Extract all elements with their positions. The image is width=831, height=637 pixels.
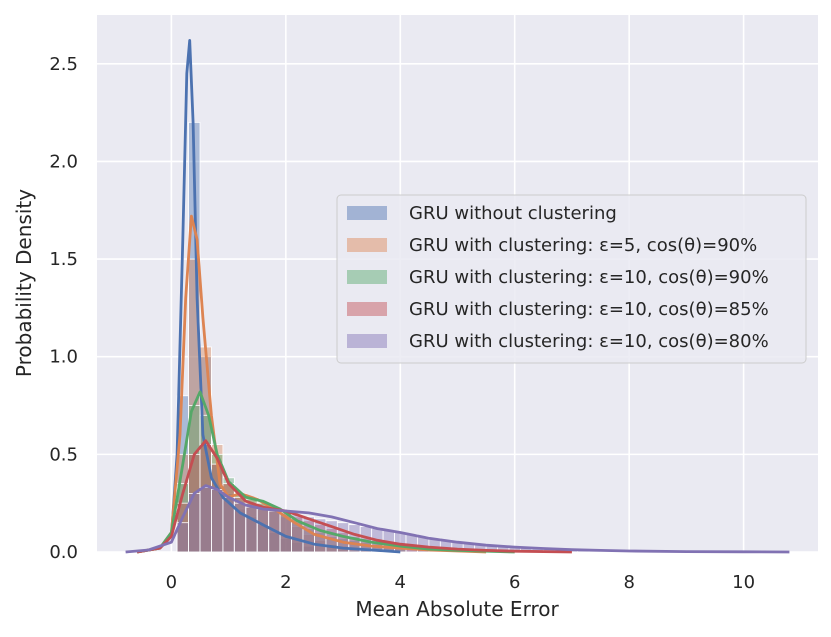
x-tick-labels: 0 2 4 6 8 10 bbox=[166, 572, 755, 593]
legend-swatch bbox=[347, 334, 387, 348]
legend-label: GRU with clustering: ε=5, cos(θ)=90% bbox=[409, 235, 757, 256]
legend-swatch bbox=[347, 238, 387, 252]
y-tick-label: 2.5 bbox=[49, 54, 78, 75]
x-tick-label: 2 bbox=[280, 572, 291, 593]
legend-label: GRU without clustering bbox=[409, 203, 617, 224]
legend-label: GRU with clustering: ε=10, cos(θ)=85% bbox=[409, 299, 769, 320]
x-tick-label: 10 bbox=[732, 572, 755, 593]
y-tick-labels: 0.0 0.5 1.0 1.5 2.0 2.5 bbox=[49, 54, 78, 563]
y-tick-label: 1.0 bbox=[49, 347, 78, 368]
legend-label: GRU with clustering: ε=10, cos(θ)=80% bbox=[409, 331, 769, 352]
y-tick-label: 0.0 bbox=[49, 542, 78, 563]
histogram-bar bbox=[211, 489, 224, 553]
histogram-bar bbox=[256, 508, 270, 553]
kde-curve bbox=[136, 214, 487, 554]
x-tick-label: 4 bbox=[395, 572, 406, 593]
legend-box bbox=[336, 194, 807, 364]
x-tick-label: 0 bbox=[166, 572, 177, 593]
kde-curve bbox=[136, 390, 515, 554]
x-tick-label: 8 bbox=[623, 572, 634, 593]
legend-swatch bbox=[347, 206, 387, 220]
histogram-bar bbox=[245, 506, 258, 553]
legend-swatch bbox=[347, 270, 387, 284]
y-tick-label: 0.5 bbox=[49, 444, 78, 465]
histogram-bar bbox=[199, 487, 212, 553]
legend: GRU without clustering GRU with clusterin… bbox=[336, 194, 807, 364]
y-tick-label: 1.5 bbox=[49, 249, 78, 270]
y-axis-label: Probability Density bbox=[12, 189, 36, 377]
legend-swatch bbox=[347, 302, 387, 316]
x-axis-label: Mean Absolute Error bbox=[355, 597, 559, 621]
y-tick-label: 2.0 bbox=[49, 151, 78, 172]
kde-curves bbox=[125, 39, 790, 554]
x-tick-label: 6 bbox=[509, 572, 520, 593]
kde-curve bbox=[125, 484, 790, 554]
legend-label: GRU with clustering: ε=10, cos(θ)=90% bbox=[409, 267, 769, 288]
